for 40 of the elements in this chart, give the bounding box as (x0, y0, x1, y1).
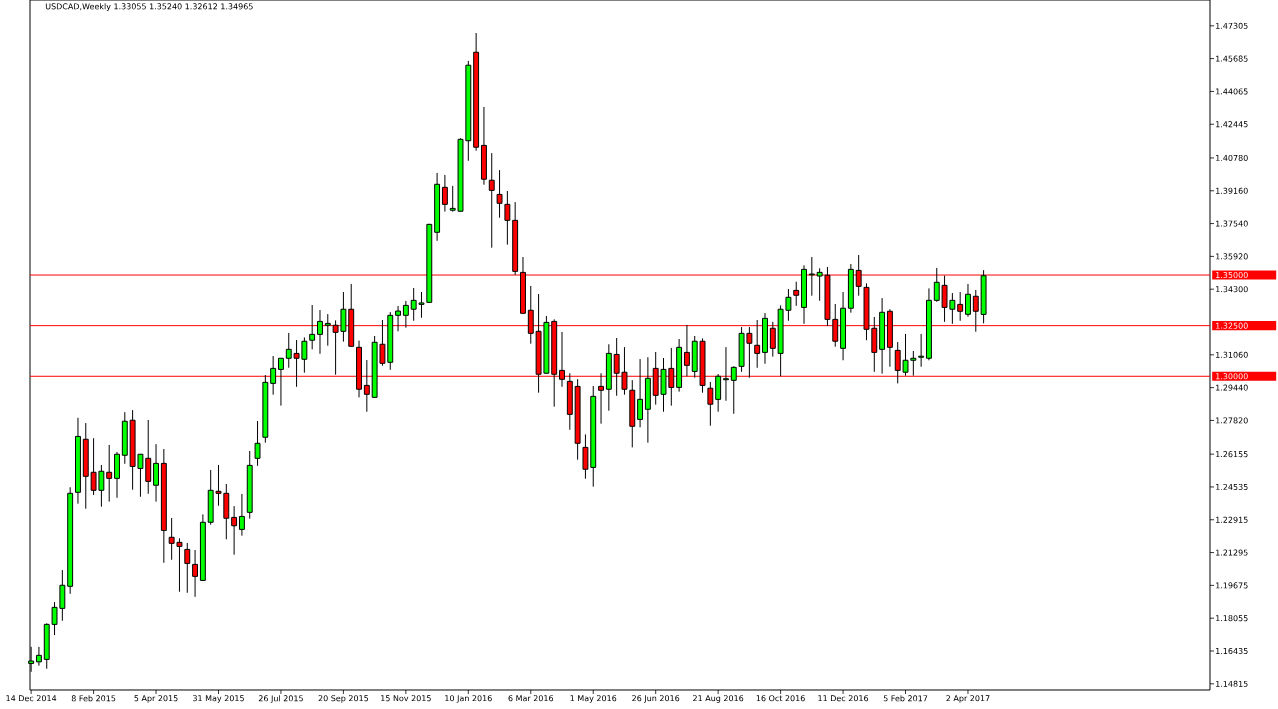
x-tick-label: 15 Nov 2015 (381, 695, 431, 702)
chart-title: USDCAD,Weekly 1.33055 1.35240 1.32612 1.34965 (45, 3, 253, 11)
y-tick-label: 1.24535 (1216, 483, 1248, 490)
y-tick-label: 1.44065 (1216, 88, 1248, 95)
y-tick-label: 1.31060 (1216, 351, 1248, 358)
y-tick-label: 1.35920 (1216, 253, 1248, 260)
y-tick-label: 1.37540 (1216, 220, 1248, 227)
y-tick-label: 1.40780 (1216, 154, 1248, 161)
y-tick-label: 1.19675 (1216, 582, 1248, 589)
y-tick-label: 1.27820 (1216, 417, 1248, 424)
x-tick-label: 8 Feb 2015 (71, 695, 116, 702)
x-tick-label: 5 Apr 2015 (134, 695, 178, 703)
x-tick-label: 20 Sep 2015 (318, 695, 369, 703)
y-tick-label: 1.42445 (1216, 121, 1248, 128)
y-tick-label: 1.22915 (1216, 516, 1248, 523)
y-tick-label: 1.26155 (1216, 451, 1248, 458)
y-tick-label: 1.14815 (1216, 680, 1248, 687)
ref-line-label: 1.30000 (1216, 373, 1248, 380)
x-tick-label: 11 Dec 2016 (818, 695, 869, 702)
x-tick-label: 10 Jan 2016 (445, 695, 492, 703)
x-tick-label: 2 Apr 2017 (946, 695, 990, 703)
y-tick-label: 1.39160 (1216, 187, 1248, 194)
y-tick-label: 1.21295 (1216, 549, 1248, 556)
x-tick-label: 31 May 2015 (193, 695, 244, 703)
y-tick-label: 1.18055 (1216, 615, 1248, 622)
ref-line-label: 1.32500 (1216, 322, 1248, 329)
x-tick-label: 21 Aug 2016 (693, 695, 744, 703)
x-tick-label: 26 Jun 2016 (632, 695, 680, 703)
ref-line-label: 1.35000 (1216, 271, 1248, 279)
x-tick-label: 6 Mar 2016 (508, 695, 554, 702)
x-tick-label: 14 Dec 2014 (6, 695, 57, 702)
y-tick-label: 1.45685 (1216, 55, 1248, 62)
x-tick-label: 16 Oct 2016 (756, 695, 805, 702)
x-tick-label: 26 Jul 2015 (258, 695, 303, 703)
y-tick-label: 1.34300 (1216, 286, 1248, 293)
x-tick-label: 5 Feb 2017 (883, 695, 928, 702)
y-tick-label: 1.47305 (1216, 22, 1248, 29)
y-tick-label: 1.29440 (1216, 384, 1248, 391)
y-tick-label: 1.16435 (1216, 647, 1248, 655)
x-tick-label: 1 May 2016 (570, 695, 617, 703)
